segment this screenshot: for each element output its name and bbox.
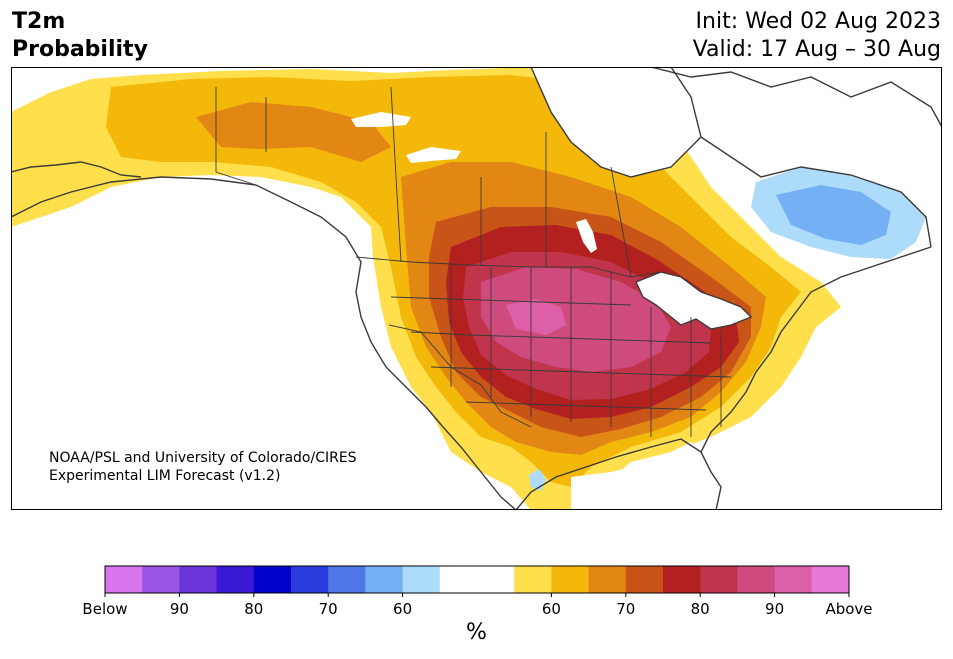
political-boundaries <box>215 86 732 437</box>
pacific-coastline <box>11 176 517 510</box>
colorbar-swatch <box>625 566 664 593</box>
alaska-canada-border <box>215 87 257 186</box>
colorbar-swatch <box>774 566 813 593</box>
colorbar-tick-label: 60 <box>542 600 561 618</box>
colorbar-tick-label: 80 <box>244 600 263 618</box>
colorbar-swatch <box>663 566 701 593</box>
alaska-peninsula <box>11 161 142 178</box>
great-lakes <box>636 272 751 329</box>
colorbar-swatch <box>142 566 180 593</box>
init-date: Init: Wed 02 Aug 2023 <box>695 9 941 34</box>
colorbar-swatch <box>253 566 292 593</box>
colorbar-swatch <box>365 566 404 593</box>
labrador-coast <box>700 136 932 248</box>
us-mexico-border <box>388 324 532 428</box>
great-lakes-outline <box>635 271 753 330</box>
state-borders <box>390 265 732 437</box>
colorbar-swatch <box>402 566 441 593</box>
hudson-bay-coast <box>530 67 702 178</box>
colorbar-swatch <box>291 566 329 593</box>
colorbar-swatch <box>328 566 366 593</box>
great-slave-lake <box>406 147 461 163</box>
colorbar-tick-label: 70 <box>319 600 338 618</box>
colorbar-tick-label: 60 <box>393 600 412 618</box>
forecast-dates: Init: Wed 02 Aug 2023 Valid: 17 Aug – 30… <box>693 8 941 64</box>
colorbar-ticks: Below 90 80 70 60 60 70 80 90 Above <box>82 593 873 618</box>
fill-above-90 <box>481 267 671 372</box>
lake-winnipeg <box>576 219 597 253</box>
colorbar-unit: % <box>466 620 487 645</box>
colorbar-swatch <box>811 566 850 593</box>
fill-above-95 <box>506 299 566 335</box>
colorbar-tick-label: 80 <box>691 600 710 618</box>
colorbar-tick-label: 70 <box>616 600 635 618</box>
credit-line-1: NOAA/PSL and University of Colorado/CIRE… <box>49 450 357 466</box>
colorbar-tick-label: 90 <box>765 600 784 618</box>
probability-map <box>11 67 942 510</box>
map-frame <box>11 67 942 510</box>
fill-below-70 <box>776 185 891 245</box>
gulf-of-mexico <box>571 442 711 510</box>
credit-text: NOAA/PSL and University of Colorado/CIRE… <box>49 449 357 485</box>
arctic-islands <box>650 67 942 128</box>
credit-line-2: Experimental LIM Forecast (v1.2) <box>49 468 281 484</box>
colorbar-swatch <box>588 566 627 593</box>
colorbar-swatch <box>700 566 738 593</box>
colorbar-swatch <box>514 566 552 593</box>
fill-above-70 <box>196 102 391 162</box>
colorbar-frame <box>104 565 850 594</box>
province-borders <box>265 86 632 278</box>
map-title: T2m Probability <box>12 8 148 64</box>
gulf-coastline <box>515 438 702 510</box>
boundaries <box>11 67 942 510</box>
water-bodies <box>351 67 751 510</box>
colorbar-swatch <box>477 566 515 593</box>
colorbar-swatch <box>551 566 590 593</box>
hudson-bay <box>531 67 701 177</box>
colorbar-swatch <box>439 566 478 593</box>
atlantic-coastline <box>700 246 932 510</box>
title-line-2: Probability <box>12 37 148 62</box>
colorbar-tick-label: Below <box>82 600 127 618</box>
colorbar: Below 90 80 70 60 60 70 80 90 Above <box>82 565 873 618</box>
title-line-1: T2m <box>12 9 66 34</box>
colorbar-tick-label: Above <box>825 600 872 618</box>
colorbar-swatch <box>179 566 218 593</box>
colorbar-swatches <box>105 566 850 593</box>
lake-athabasca <box>351 112 411 127</box>
colorbar-swatch <box>216 566 255 593</box>
colorbar-swatch <box>105 566 143 593</box>
colorbar-swatch <box>737 566 776 593</box>
colorbar-tick-label: 90 <box>170 600 189 618</box>
valid-range: Valid: 17 Aug – 30 Aug <box>692 37 941 62</box>
